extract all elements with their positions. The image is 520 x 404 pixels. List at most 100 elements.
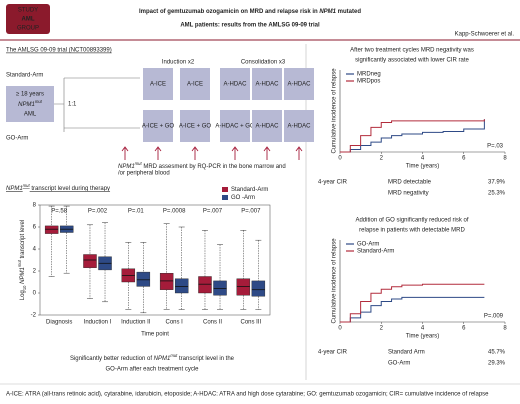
logo-main: AML (22, 17, 35, 23)
section-heading: significantly associated with lower CIR … (355, 58, 469, 64)
section-heading: The AMLSG 09-09 trial (NCT00893399) (6, 48, 112, 54)
x-tick-label: Diagnosis (46, 320, 72, 326)
box (83, 254, 97, 268)
note-part: mut (135, 161, 143, 166)
cell (220, 68, 250, 100)
patients-box (6, 86, 54, 122)
caption-part: NPM1 (154, 356, 171, 362)
cell (252, 68, 282, 100)
y-tick-label: 4 (33, 247, 37, 253)
phase-label: Consolidation x3 (241, 60, 286, 66)
step-curve (340, 296, 485, 323)
legend-swatch (222, 195, 228, 200)
section-heading-part: transcript level during therapy (30, 186, 110, 192)
logo-small: STUDY (18, 8, 38, 14)
step-curve (340, 119, 485, 153)
p-value: P=.0008 (163, 209, 186, 215)
section-heading: relapse in patients with detectable MRD (359, 228, 465, 234)
patients: AML (24, 112, 37, 118)
note: /or peripheral blood (118, 171, 170, 177)
arm-label: GO-Arm (6, 136, 28, 142)
cell-text: A-ICE (187, 82, 203, 88)
x-tick-label: 4 (421, 326, 425, 332)
summary-value: 25.3% (488, 191, 506, 197)
summary-value: 29.3% (488, 361, 506, 367)
arrow (231, 146, 239, 160)
cell-text: A-HDAC (223, 82, 247, 88)
caption-part: mut (170, 353, 178, 358)
y-tick-label: 6 (33, 225, 37, 231)
cell (143, 68, 173, 100)
section-heading-part: NPM1 (6, 186, 23, 192)
ratio: 1:1 (68, 102, 77, 108)
cell-text: A-HDAC + GO (215, 124, 255, 130)
patients: ≥ 18 years (16, 92, 44, 98)
arrow (295, 146, 303, 160)
box (251, 280, 266, 297)
legend-label: Standard-Arm (357, 249, 394, 255)
summary-group: GO-Arm (388, 361, 410, 367)
summary-value: 45.7% (488, 350, 506, 356)
author: Kapp-Schwoerer et al. (455, 32, 515, 38)
y-axis-label-part: NPM1 (20, 267, 26, 285)
y-axis-label: Cumulative incidence of relapse (332, 68, 338, 154)
step-curve (340, 119, 485, 153)
cell-text: A-HDAC (255, 124, 279, 130)
cell-text: A-HDAC (255, 82, 279, 88)
cell (220, 110, 250, 142)
cell-text: A-HDAC (287, 124, 311, 130)
section-heading-part: mut (23, 183, 31, 188)
logo-box (6, 4, 50, 34)
plot-frame (39, 204, 271, 316)
x-tick-label: Induction II (121, 320, 151, 326)
box (236, 278, 251, 296)
summary-value: 37.9% (488, 180, 506, 186)
x-axis-label: Time point (141, 332, 169, 338)
cell-text: A-ICE + GO (142, 124, 175, 130)
title: AML patients: results from the AMLSG 09-… (180, 23, 320, 29)
section-heading: NPM1mut transcript level during therapy (6, 183, 110, 192)
x-tick-label: 2 (380, 156, 384, 162)
arrow (191, 146, 199, 160)
legend-swatch (222, 187, 228, 192)
p-value: P=.01 (128, 209, 145, 215)
y-axis-label: Cumulative incidence of relapse (332, 238, 338, 324)
y-tick-label: 0 (33, 291, 37, 297)
x-tick-label: Cons I (165, 320, 183, 326)
note-part: MRD assesment by RQ-PCR in the bone marr… (142, 164, 286, 170)
p-value: P=.002 (88, 209, 108, 215)
step-curve (340, 283, 485, 323)
summary-group: Standard Arm (388, 350, 425, 356)
patients-part: NPM1 (18, 102, 35, 108)
box (213, 280, 227, 296)
caption: Significantly better reduction of NPM1mu… (70, 353, 235, 362)
cell (284, 110, 314, 142)
cell-text: A-ICE (150, 82, 166, 88)
x-tick-label: 0 (338, 326, 342, 332)
phase-label: Induction x2 (162, 60, 195, 66)
legend-label: GO -Arm (231, 195, 255, 201)
p-value: P=.007 (241, 209, 261, 215)
arm-connector (54, 77, 140, 132)
summary-group: MRD detectable (388, 180, 432, 186)
box (159, 273, 174, 290)
x-tick-label: Induction I (84, 320, 112, 326)
x-tick-label: 8 (503, 156, 507, 162)
footer: A-ICE: ATRA (all-trans retinoic acid), c… (6, 392, 489, 398)
x-tick-label: 0 (338, 156, 342, 162)
cell (180, 68, 210, 100)
y-axis-label-part: transcript level (20, 220, 26, 260)
caption-part: transcript level in the (177, 356, 234, 362)
logo-small: GROUP (17, 26, 39, 32)
p-value: P=.009 (484, 314, 504, 320)
x-axis-label: Time (years) (406, 334, 439, 340)
section-heading: Addition of GO significantly reduced ris… (355, 218, 468, 224)
summary-group: MRD negativity (388, 191, 429, 197)
caption-part: Significantly better reduction of (70, 356, 154, 362)
patients: NPM1mut (18, 99, 42, 108)
cell (284, 68, 314, 100)
cell (180, 110, 210, 142)
y-axis-label-part: Log (20, 290, 26, 300)
caption: GO-Arm after each treatment cycle (105, 367, 199, 373)
